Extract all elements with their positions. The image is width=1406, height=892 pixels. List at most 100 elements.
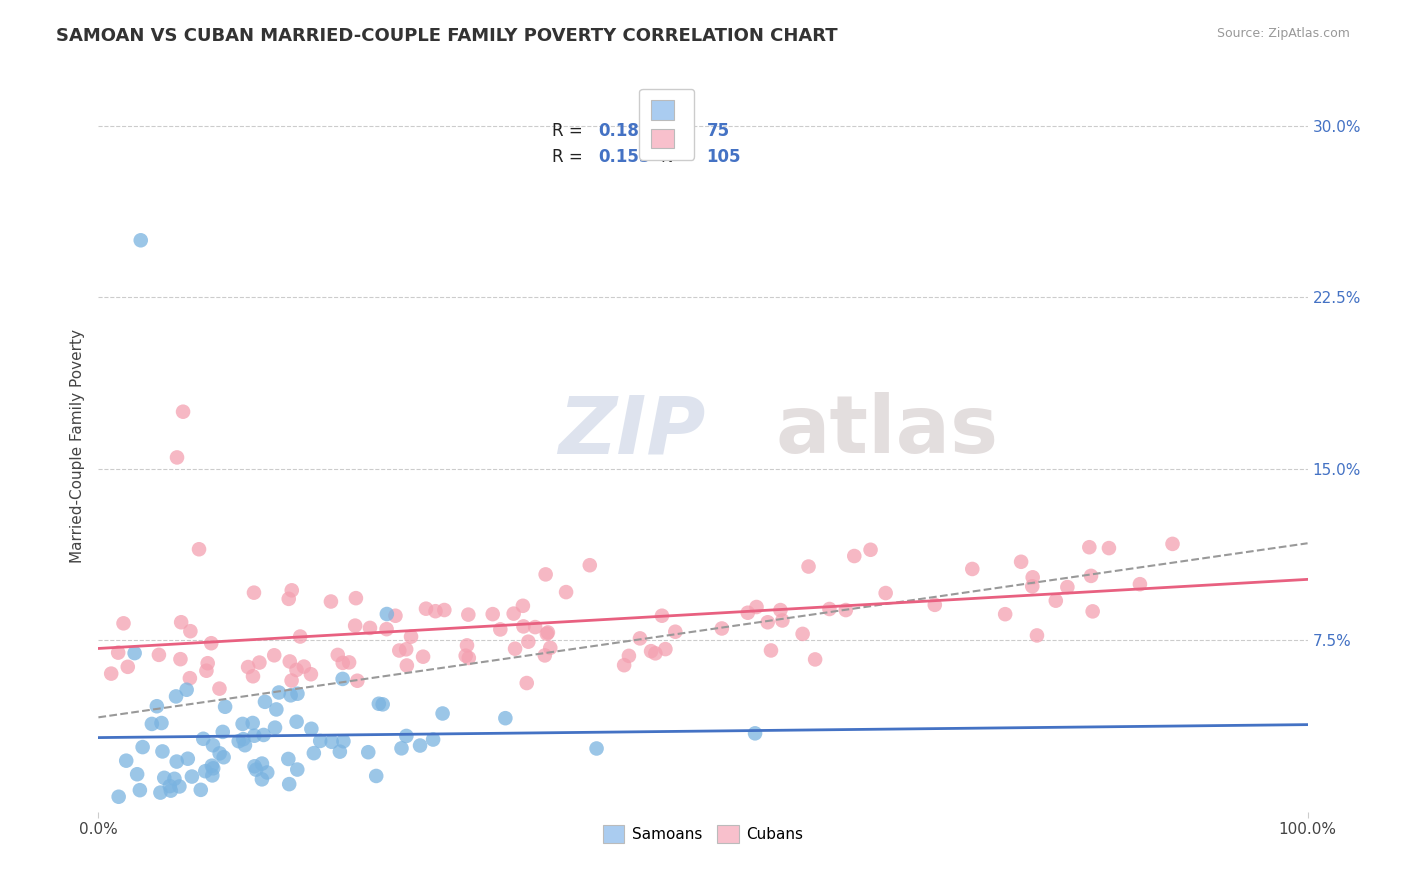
Point <box>366 769 388 783</box>
Point <box>1080 569 1102 583</box>
Point <box>399 630 422 644</box>
Point <box>457 607 479 622</box>
Point <box>538 640 561 655</box>
Point <box>250 756 273 771</box>
Point <box>228 734 250 748</box>
Point <box>247 656 270 670</box>
Point <box>172 405 194 419</box>
Point <box>201 758 224 772</box>
Point <box>1161 537 1184 551</box>
Point <box>344 591 367 606</box>
Text: R =: R = <box>551 148 588 166</box>
Point <box>243 585 266 599</box>
Point <box>654 642 676 657</box>
Point <box>188 542 211 557</box>
Point <box>502 607 524 621</box>
Point <box>745 600 768 615</box>
Point <box>256 765 278 780</box>
Point <box>804 652 827 666</box>
Point <box>195 664 218 678</box>
Point <box>169 652 191 666</box>
Point <box>266 702 288 716</box>
Point <box>537 625 560 640</box>
Point <box>835 603 858 617</box>
Point <box>292 659 315 673</box>
Y-axis label: Married-Couple Family Poverty: Married-Couple Family Poverty <box>69 329 84 563</box>
Point <box>1081 604 1104 618</box>
Point <box>644 646 666 660</box>
Point <box>146 699 169 714</box>
Point <box>193 731 215 746</box>
Point <box>536 627 558 641</box>
Point <box>797 559 820 574</box>
Point <box>267 685 290 699</box>
Point <box>512 619 534 633</box>
Point <box>321 735 343 749</box>
Point <box>332 656 354 670</box>
Text: Source: ZipAtlas.com: Source: ZipAtlas.com <box>1216 27 1350 40</box>
Point <box>117 660 139 674</box>
Point <box>131 740 153 755</box>
Point <box>651 608 673 623</box>
Point <box>454 648 477 663</box>
Point <box>127 767 149 781</box>
Point <box>277 591 299 606</box>
Point <box>309 734 332 748</box>
Point <box>100 666 122 681</box>
Point <box>344 618 367 632</box>
Text: 0.180: 0.180 <box>598 122 650 140</box>
Point <box>534 567 557 582</box>
Point <box>214 699 236 714</box>
Point <box>264 721 287 735</box>
Point <box>489 623 512 637</box>
Text: 105: 105 <box>707 148 741 166</box>
Point <box>212 750 235 764</box>
Point <box>415 601 437 615</box>
Point <box>141 717 163 731</box>
Point <box>288 630 311 644</box>
Point <box>859 542 882 557</box>
Text: N =: N = <box>661 122 697 140</box>
Point <box>1045 593 1067 607</box>
Point <box>346 673 368 688</box>
Point <box>1078 540 1101 554</box>
Point <box>326 648 349 662</box>
Point <box>391 741 413 756</box>
Point <box>243 729 266 743</box>
Point <box>494 711 516 725</box>
Point <box>208 747 231 761</box>
Point <box>163 772 186 786</box>
Point <box>737 606 759 620</box>
Point <box>516 676 538 690</box>
Point <box>664 624 686 639</box>
Text: 75: 75 <box>707 122 730 140</box>
Point <box>150 716 173 731</box>
Point <box>769 603 792 617</box>
Point <box>280 689 302 703</box>
Point <box>395 658 418 673</box>
Point <box>152 744 174 758</box>
Point <box>319 594 342 608</box>
Point <box>770 614 793 628</box>
Point <box>202 761 225 775</box>
Point <box>200 636 222 650</box>
Point <box>481 607 503 621</box>
Point <box>302 746 325 760</box>
Point <box>844 549 866 563</box>
Point <box>395 729 418 743</box>
Point <box>177 752 200 766</box>
Point <box>179 671 201 685</box>
Text: N =: N = <box>661 148 697 166</box>
Point <box>533 648 555 663</box>
Text: SAMOAN VS CUBAN MARRIED-COUPLE FAMILY POVERTY CORRELATION CHART: SAMOAN VS CUBAN MARRIED-COUPLE FAMILY PO… <box>56 27 838 45</box>
Point <box>299 722 322 736</box>
Point <box>128 783 150 797</box>
Point <box>962 562 984 576</box>
Point <box>367 697 389 711</box>
Point <box>613 658 636 673</box>
Point <box>457 651 479 665</box>
Point <box>299 667 322 681</box>
Point <box>176 682 198 697</box>
Point <box>281 583 304 598</box>
Point <box>277 752 299 766</box>
